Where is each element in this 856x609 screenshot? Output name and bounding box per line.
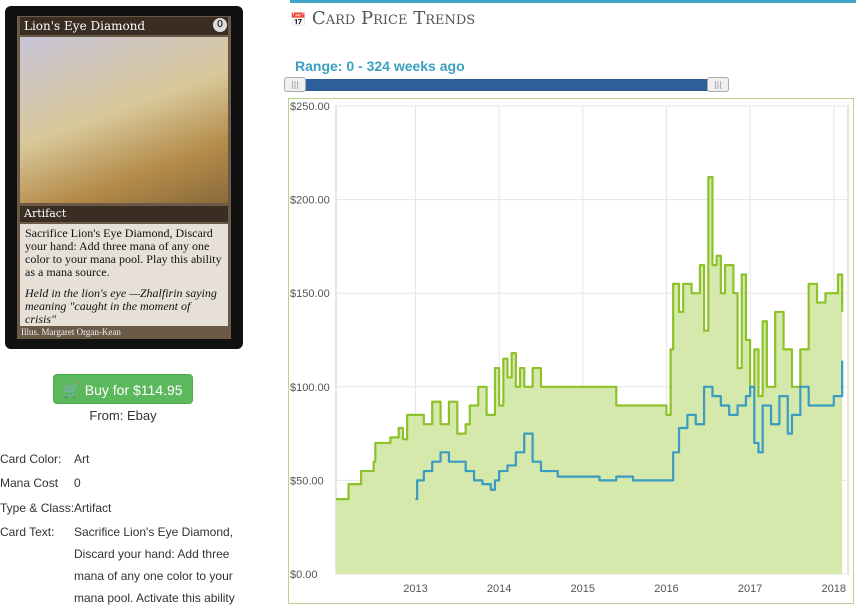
y-tick-label: $200.00 — [290, 195, 330, 207]
series-area-0 — [336, 177, 843, 575]
info-value: 0 — [74, 476, 81, 490]
range-slider-right-handle[interactable]: ||| — [707, 77, 729, 92]
x-tick-label: 2013 — [403, 583, 427, 595]
cart-icon: 🛒 — [63, 382, 81, 398]
x-tick-label: 2016 — [654, 583, 678, 595]
x-tick-label: 2018 — [822, 583, 846, 595]
card-type-line: Artifact — [20, 206, 228, 222]
y-tick-label: $100.00 — [290, 382, 330, 394]
card-artwork — [20, 37, 228, 203]
card-name: Lion's Eye Diamond — [20, 17, 228, 35]
panel-accent-line — [290, 0, 856, 3]
series-line-0 — [336, 176, 844, 501]
info-value: Sacrifice Lion's Eye Diamond, Discard yo… — [74, 525, 235, 605]
panel-title: 📅 Card Price Trends — [290, 8, 475, 29]
range-slider-left-handle[interactable]: ||| — [284, 77, 306, 92]
x-tick-label: 2017 — [738, 583, 762, 595]
y-tick-label: $250.00 — [290, 101, 330, 113]
range-label: Range: 0 - 324 weeks ago — [295, 58, 465, 74]
info-value: Art — [74, 452, 90, 466]
x-tick-label: 2014 — [487, 583, 511, 595]
card-details-column: Lion's Eye Diamond 0 Artifact Sacrifice … — [0, 0, 285, 605]
buy-button[interactable]: 🛒 Buy for $114.95 — [53, 374, 193, 404]
series-line-1 — [415, 360, 844, 501]
card-flavor-text: Held in the lion's eye —Zhalfirin saying… — [25, 286, 217, 326]
card-image: Lion's Eye Diamond 0 Artifact Sacrifice … — [5, 6, 243, 349]
info-key: Card Color: — [0, 452, 62, 466]
card-frame: Lion's Eye Diamond 0 Artifact Sacrifice … — [17, 16, 231, 339]
mana-cost-icon: 0 — [213, 18, 227, 32]
info-key: Card Text: — [0, 525, 55, 539]
panel-title-text: Card Price Trends — [311, 8, 476, 29]
info-key: Mana Cost — [0, 476, 59, 490]
info-key: Type & Class: — [0, 501, 75, 515]
card-rules-text: Sacrifice Lion's Eye Diamond, Discard yo… — [25, 226, 222, 279]
card-artist-credit: Illus. Margaret Organ-Kean — [21, 327, 121, 337]
y-tick-label: $50.00 — [290, 475, 324, 487]
info-value: Artifact — [74, 501, 112, 515]
card-text-box: Sacrifice Lion's Eye Diamond, Discard yo… — [20, 224, 228, 326]
vendor-label: From: Ebay — [89, 408, 157, 423]
range-slider[interactable] — [294, 79, 728, 91]
y-tick-label: $0.00 — [290, 569, 318, 581]
calendar-icon: 📅 — [290, 13, 307, 28]
x-tick-label: 2015 — [571, 583, 595, 595]
buy-button-label: Buy for $114.95 — [84, 382, 183, 398]
price-trend-chart: $0.00 $50.00 $100.00 $150.00 $200.00 $250.00 2… — [288, 98, 854, 604]
y-tick-label: $150.00 — [290, 288, 330, 300]
